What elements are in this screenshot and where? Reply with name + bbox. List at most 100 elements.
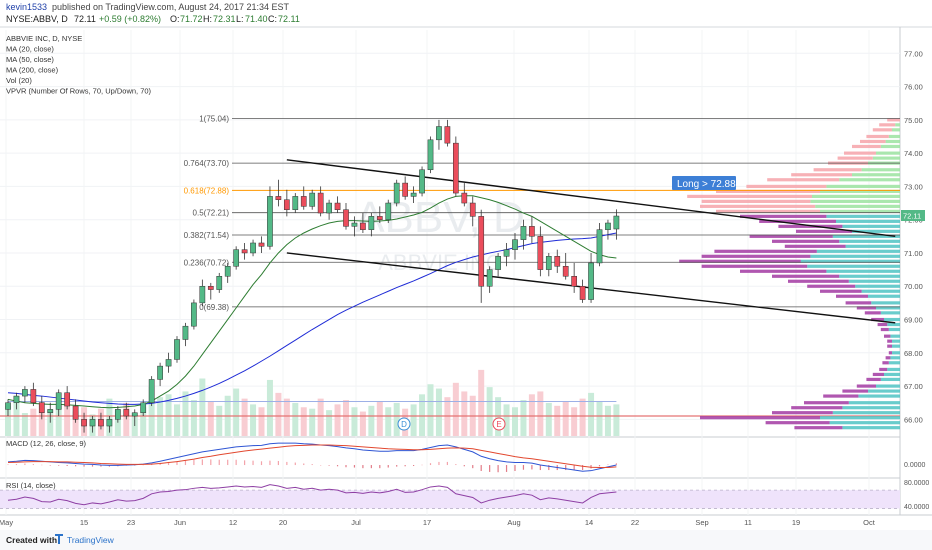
macd-histogram-bar: [100, 465, 102, 467]
volume-profile-down-bar: [852, 144, 881, 149]
volume-profile-up-bar: [868, 294, 900, 298]
fibonacci-retracement[interactable]: 1(75.04) 0.764(73.70) 0.618(72.88) 0.5(72.2…: [184, 115, 900, 312]
fib-level-label: 0.236(70.72): [184, 258, 230, 267]
volume-profile: [679, 118, 900, 430]
date-tick-label: Oct: [863, 518, 876, 527]
candle-body: [368, 216, 375, 230]
close-value: 72.11: [278, 14, 300, 24]
footer-brand[interactable]: TradingView: [67, 535, 115, 545]
volume-profile-up-bar: [892, 344, 900, 348]
event-marker-d[interactable]: D: [397, 417, 411, 431]
volume-profile-down-bar: [872, 128, 892, 132]
volume-profile-up-bar: [826, 214, 900, 218]
author-link[interactable]: kevin1533: [6, 2, 47, 12]
indicator-legend-item[interactable]: ABBVIE INC, D, NYSE: [6, 34, 82, 43]
candle-body: [22, 389, 28, 397]
volume-bar: [486, 387, 493, 436]
price-axis[interactable]: 77.0076.0075.0074.0073.0072.0071.0070.00…: [904, 49, 923, 424]
long-annotation[interactable]: Long > 72.88: [672, 176, 736, 190]
macd-histogram-bar: [582, 465, 584, 471]
long-annotation-box[interactable]: [672, 176, 736, 190]
volume-profile-down-bar: [700, 416, 820, 420]
volume-profile-up-bar: [816, 249, 900, 253]
indicator-legend-item[interactable]: VPVR (Number Of Rows, 70, Up/Down, 70): [6, 87, 152, 96]
candle-body: [317, 192, 324, 214]
volume-profile-down-bar: [820, 289, 862, 293]
volume-profile-down-bar: [716, 189, 820, 194]
volume-bar: [283, 398, 290, 436]
indicator-legend-item[interactable]: MA (20, close): [6, 45, 54, 54]
volume-bar: [545, 402, 552, 436]
macd-histogram-bar: [531, 465, 533, 470]
volume-bar: [579, 398, 586, 436]
candle-body: [199, 285, 206, 304]
indicator-legend-item[interactable]: MA (200, close): [6, 66, 59, 75]
candle-body: [30, 389, 37, 403]
rsi-title[interactable]: RSI (14, close): [6, 481, 56, 490]
volume-bar: [478, 369, 485, 436]
volume-profile-down-bar: [866, 134, 889, 139]
volume-profile-down-bar: [701, 264, 808, 268]
macd-histogram-bar: [345, 465, 347, 468]
volume-profile-up-bar: [800, 259, 900, 263]
macd-histogram-bar: [49, 465, 51, 466]
macd-histogram-bar: [362, 465, 364, 469]
volume-profile-down-bar: [807, 284, 856, 288]
macd-histogram-bar: [269, 460, 271, 466]
volume-profile-up-bar: [888, 361, 900, 365]
indicator-legend-item[interactable]: MA (50, close): [6, 55, 54, 64]
volume-profile-down-bar: [794, 426, 843, 430]
macd-histogram-bar: [91, 465, 94, 467]
volume-bar: [351, 407, 358, 436]
macd-histogram-bar: [438, 461, 440, 466]
volume-bar: [613, 404, 620, 436]
macd-title[interactable]: MACD (12, 26, close, 9): [6, 439, 87, 448]
candle-body: [140, 402, 147, 413]
candle-body: [284, 199, 290, 210]
volume-profile-down-bar: [772, 411, 833, 415]
fib-level-label: 0.5(72.21): [193, 209, 230, 218]
candle-body: [64, 392, 71, 407]
volume-profile-up-bar: [885, 139, 900, 144]
macd-histogram-bar: [41, 464, 43, 466]
indicator-legend[interactable]: ABBVIE INC, D, NYSE MA (20, close)MA (50,…: [6, 34, 152, 96]
volume-bar: [419, 394, 426, 436]
volume-bar: [528, 394, 535, 436]
volume-profile-down-bar: [842, 389, 868, 393]
candle-body: [81, 419, 87, 427]
event-marker-e[interactable]: E: [492, 417, 506, 431]
indicator-legend-item[interactable]: Vol (20): [6, 76, 32, 85]
date-tick-label: Jun: [174, 518, 186, 527]
date-tick-label: May: [0, 518, 13, 527]
macd-histogram-bar: [277, 460, 279, 466]
volume-bar: [21, 413, 28, 436]
candle-body: [520, 226, 527, 240]
volume-bar: [461, 391, 468, 436]
volume-bar: [55, 404, 62, 436]
candle-body: [554, 256, 561, 267]
volume-profile-down-bar: [740, 269, 827, 273]
volume-bar: [216, 405, 223, 436]
volume-profile-up-bar: [829, 421, 900, 425]
date-axis[interactable]: May 15 23 Jun 12 20 Jul 17 Aug 14 22 Sep 11 19 Oct: [0, 518, 876, 527]
watermark-symbol: ABBV, D: [355, 193, 525, 242]
price-tick-label: 76.00: [904, 83, 923, 92]
fib-level-label: 0.382(71.54): [184, 231, 230, 240]
volume-profile-down-bar: [759, 219, 836, 223]
macd-histogram-bar: [598, 465, 601, 467]
volume-profile-down-bar: [880, 327, 889, 332]
date-tick-label: Sep: [695, 518, 708, 527]
volume-profile-up-bar: [839, 274, 900, 278]
volume-bar: [503, 404, 510, 436]
channel-upper-line[interactable]: [286, 159, 896, 238]
macd-histogram-bar: [235, 459, 237, 466]
candle-body: [165, 359, 172, 367]
volume-profile-up-bar: [842, 426, 900, 430]
date-tick-label: 23: [127, 518, 135, 527]
candle-body: [436, 126, 442, 141]
symbol-line: NYSE:ABBV, D: [6, 14, 68, 24]
rsi-axis-tick-40: 40.0000: [904, 504, 929, 511]
volume-bar: [562, 401, 569, 436]
macd-histogram-bar: [15, 464, 18, 466]
macd-histogram-bar: [472, 465, 474, 469]
